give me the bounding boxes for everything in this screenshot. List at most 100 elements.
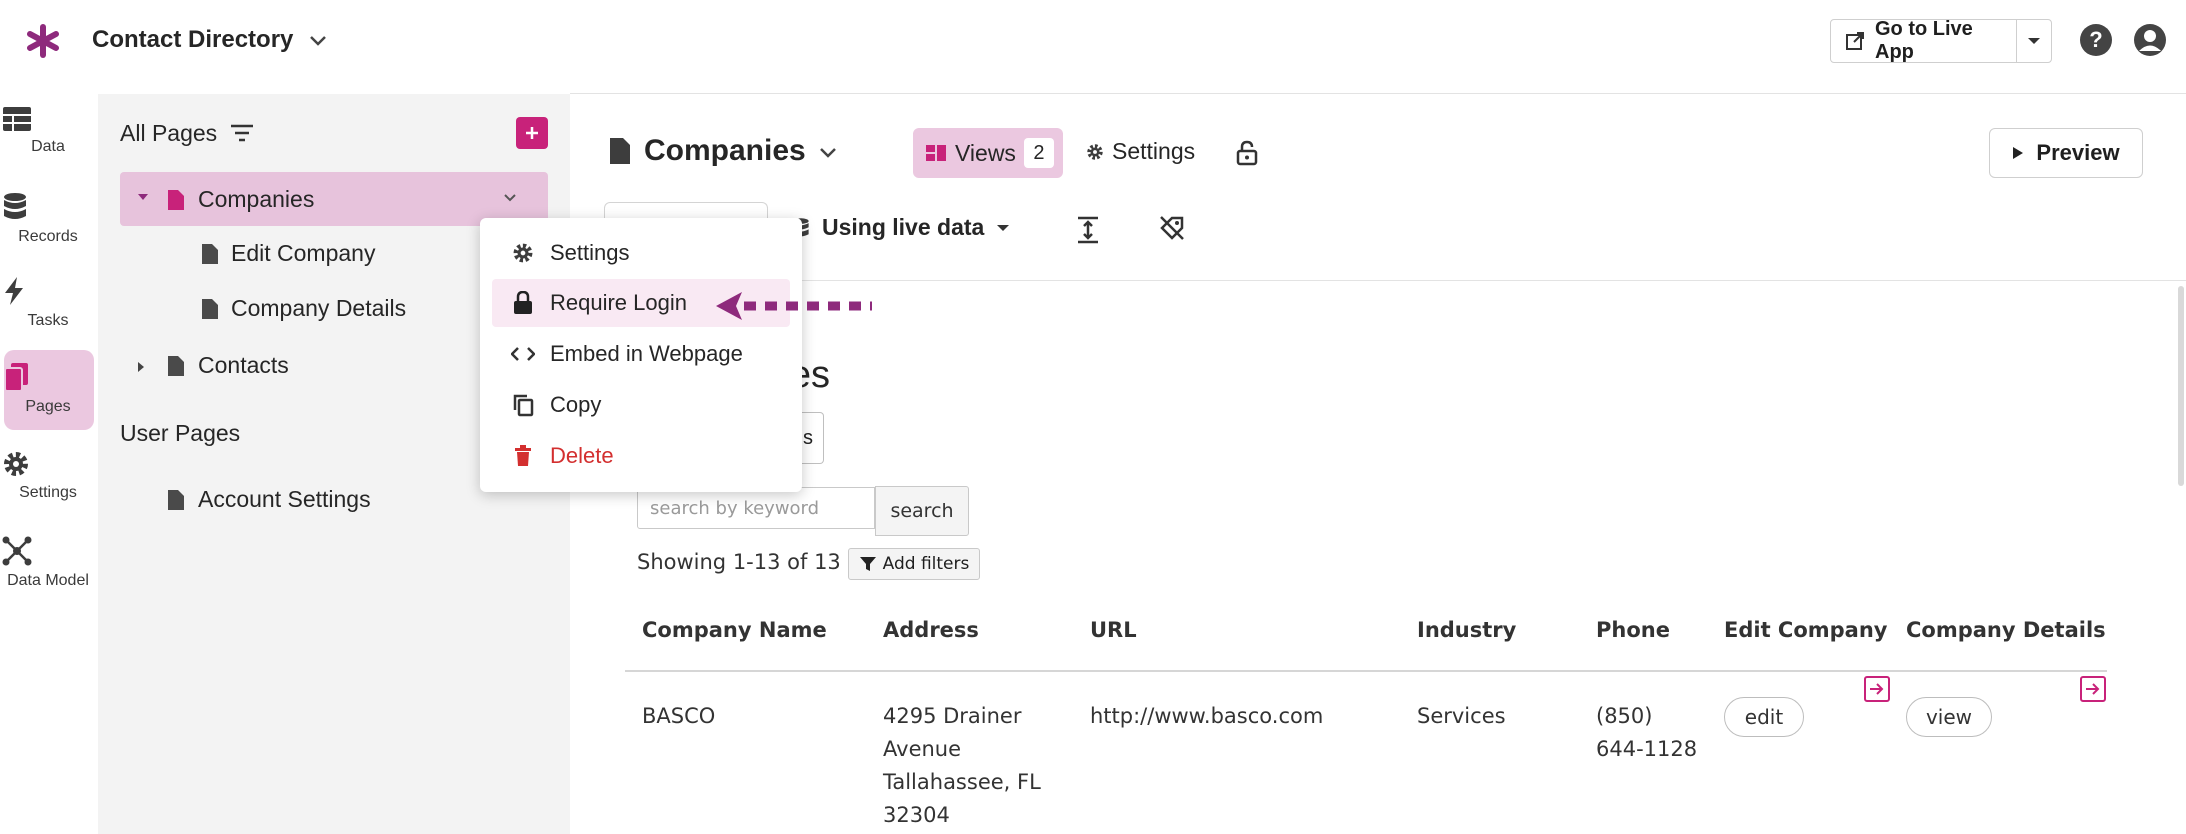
views-label: Views (955, 139, 1016, 166)
add-filters-label: Add filters (882, 554, 970, 574)
menu-item-embed[interactable]: Embed in Webpage (492, 330, 790, 378)
column-header-industry[interactable]: Industry (1417, 618, 1517, 642)
settings-tab-label: Settings (1112, 138, 1196, 164)
scrollbar[interactable] (2178, 286, 2184, 486)
search-button[interactable]: search (875, 486, 969, 536)
nav-item-data-model[interactable]: Data Model (2, 536, 94, 590)
link-arrow-icon[interactable] (1864, 676, 1890, 702)
page-icon (166, 488, 186, 512)
preview-label: Preview (2036, 140, 2120, 165)
tree-label-account-settings[interactable]: Account Settings (198, 486, 371, 512)
divider (570, 93, 2186, 94)
plus-icon (526, 127, 538, 139)
menu-item-delete[interactable]: Delete (492, 432, 790, 480)
app-title[interactable]: Contact Directory (92, 26, 294, 53)
filter-icon (859, 555, 877, 573)
live-data-toggle[interactable]: Using live data (792, 214, 1010, 241)
address-line: 4295 Drainer (883, 704, 1022, 728)
cell-url[interactable]: http://www.basco.com (1090, 704, 1324, 728)
chevron-down-icon[interactable] (306, 28, 330, 52)
address-line: 32304 (883, 803, 950, 827)
user-account-icon[interactable] (2132, 22, 2168, 58)
column-header-address[interactable]: Address (883, 618, 979, 642)
views-tab[interactable]: Views 2 (913, 128, 1063, 178)
lock-icon (508, 291, 538, 315)
user-pages-title: User Pages (120, 420, 241, 446)
results-count: Showing 1-13 of 13 (637, 550, 841, 574)
caret-right-icon[interactable] (136, 360, 146, 374)
all-pages-title: All Pages (120, 120, 218, 146)
filter-list-icon[interactable] (229, 122, 255, 144)
nav-label: Data Model (7, 572, 89, 589)
cell-company: BASCO (642, 704, 716, 728)
live-app-dropdown-toggle[interactable] (2017, 36, 2051, 46)
go-to-live-app-button[interactable]: Go to Live App (1830, 18, 2052, 63)
gear-icon (2, 450, 94, 478)
cell-address: 4295 Drainer Avenue Tallahassee, FL 3230… (883, 700, 1041, 832)
link-arrow-icon[interactable] (2080, 676, 2106, 702)
gear-icon (1086, 143, 1104, 161)
settings-tab[interactable]: Settings (1086, 138, 1195, 165)
gear-icon (508, 242, 538, 264)
tree-label-company-details[interactable]: Company Details (231, 295, 407, 321)
app-logo-icon[interactable] (26, 24, 60, 58)
page-icon (166, 354, 186, 378)
code-icon (508, 345, 538, 363)
menu-item-label: Copy (550, 392, 602, 417)
pages-icon (2, 362, 94, 392)
column-header-url[interactable]: URL (1090, 618, 1137, 642)
caret-down-icon (2028, 38, 2040, 44)
preview-button[interactable]: Preview (1989, 128, 2143, 178)
column-header-company-name[interactable]: Company Name (642, 618, 827, 642)
caret-down-icon (996, 223, 1010, 233)
column-header-phone[interactable]: Phone (1596, 618, 1670, 642)
play-icon (2012, 146, 2024, 160)
annotation-arrow (712, 286, 878, 326)
go-to-live-app-main[interactable]: Go to Live App (1831, 18, 2017, 63)
menu-item-settings[interactable]: Settings (492, 229, 790, 277)
page-tree-item-companies[interactable] (120, 172, 548, 226)
column-header-edit-company: Edit Company (1724, 618, 1888, 642)
page-icon (200, 242, 220, 266)
menu-item-copy[interactable]: Copy (492, 381, 790, 429)
nav-item-pages[interactable]: Pages (2, 362, 94, 416)
views-count-badge: 2 (1023, 138, 1054, 168)
database-icon (2, 192, 94, 222)
page-context-menu: Settings Require Login Embed in Webpage … (480, 218, 802, 492)
hide-labels-icon[interactable] (1158, 214, 1186, 242)
data-model-icon (2, 536, 94, 566)
nav-item-settings[interactable]: Settings (2, 450, 94, 502)
bolt-icon (2, 276, 94, 306)
nav-label: Tasks (27, 312, 69, 329)
search-input[interactable] (637, 487, 875, 529)
caret-down-icon[interactable] (136, 192, 150, 202)
menu-item-label: Settings (550, 240, 630, 265)
view-button[interactable]: view (1906, 697, 1992, 737)
address-line: Tallahassee, FL (883, 770, 1041, 794)
nav-label: Records (18, 228, 78, 245)
tree-label-companies: Companies (198, 186, 315, 212)
add-filters-button[interactable]: Add filters (848, 548, 980, 580)
nav-item-tasks[interactable]: Tasks (2, 276, 94, 330)
phone-line: (850) (1596, 704, 1653, 728)
menu-item-label: Embed in Webpage (550, 341, 743, 366)
page-icon (166, 188, 186, 212)
expand-height-icon[interactable] (1076, 216, 1100, 244)
nav-item-records[interactable]: Records (2, 192, 94, 246)
unlock-icon[interactable] (1236, 140, 1258, 166)
help-icon[interactable]: ? (2078, 22, 2114, 58)
tree-label-contacts[interactable]: Contacts (198, 352, 289, 378)
page-icon (608, 136, 632, 166)
cell-phone: (850) 644-1128 (1596, 700, 1697, 766)
top-bar (0, 0, 2186, 84)
nav-item-data[interactable]: Data (2, 106, 94, 156)
tree-label-edit-company[interactable]: Edit Company (231, 240, 376, 266)
table-header-divider (625, 670, 2107, 672)
chevron-down-icon[interactable] (816, 140, 840, 164)
chevron-down-icon[interactable] (502, 192, 518, 204)
edit-button[interactable]: edit (1724, 697, 1804, 737)
nav-label: Settings (19, 484, 77, 501)
page-title[interactable]: Companies (644, 134, 806, 167)
trash-icon (508, 445, 538, 467)
add-page-button[interactable] (516, 117, 548, 149)
